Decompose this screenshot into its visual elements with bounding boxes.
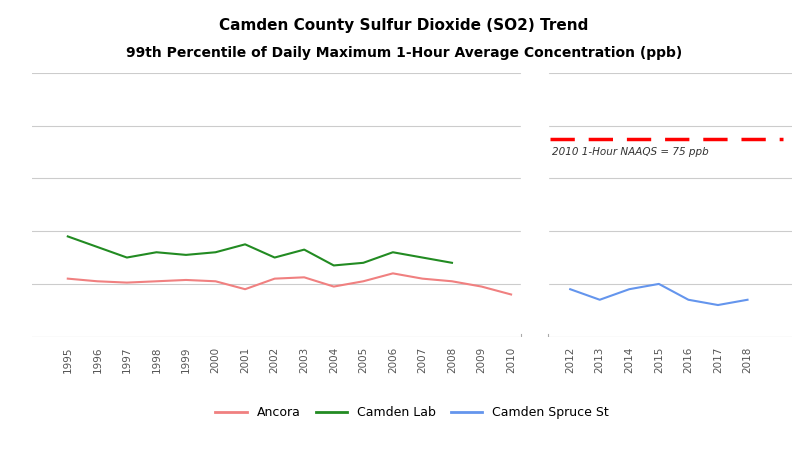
Camden Lab bbox=[359, 260, 368, 266]
Camden Lab bbox=[388, 249, 398, 255]
Camden Spruce St bbox=[566, 287, 575, 292]
Text: 99th Percentile of Daily Maximum 1-Hour Average Concentration (ppb): 99th Percentile of Daily Maximum 1-Hour … bbox=[126, 46, 682, 60]
Camden Lab bbox=[63, 234, 73, 239]
Legend: Ancora, Camden Lab, Camden Spruce St: Ancora, Camden Lab, Camden Spruce St bbox=[210, 401, 614, 424]
Camden Spruce St bbox=[743, 297, 752, 303]
Line: Camden Lab: Camden Lab bbox=[68, 237, 452, 265]
Camden Lab bbox=[122, 255, 132, 260]
Ancora bbox=[418, 276, 427, 281]
Camden Lab bbox=[152, 249, 162, 255]
Ancora bbox=[359, 278, 368, 284]
Camden Lab bbox=[329, 263, 339, 268]
Ancora bbox=[507, 292, 516, 297]
Camden Lab bbox=[447, 260, 457, 266]
Ancora bbox=[270, 276, 280, 281]
Line: Camden Spruce St: Camden Spruce St bbox=[570, 284, 747, 305]
Line: Ancora: Ancora bbox=[68, 273, 511, 294]
Camden Lab bbox=[240, 242, 250, 247]
Camden Lab bbox=[92, 244, 102, 250]
Text: 2010 1-Hour NAAQS = 75 ppb: 2010 1-Hour NAAQS = 75 ppb bbox=[553, 147, 709, 157]
Bar bbox=[521, 73, 548, 337]
Ancora bbox=[63, 276, 73, 281]
Camden Spruce St bbox=[595, 297, 604, 303]
Ancora bbox=[92, 278, 102, 284]
Ancora bbox=[181, 277, 191, 283]
Camden Lab bbox=[299, 247, 309, 253]
Ancora bbox=[152, 278, 162, 284]
Ancora bbox=[299, 274, 309, 280]
Camden Spruce St bbox=[713, 302, 723, 308]
Ancora bbox=[477, 284, 486, 289]
Camden Spruce St bbox=[625, 287, 634, 292]
Camden Lab bbox=[211, 249, 221, 255]
Ancora bbox=[240, 287, 250, 292]
Camden Lab bbox=[270, 255, 280, 260]
Text: Camden County Sulfur Dioxide (SO2) Trend: Camden County Sulfur Dioxide (SO2) Trend bbox=[219, 18, 589, 33]
Ancora bbox=[388, 271, 398, 276]
Camden Lab bbox=[418, 255, 427, 260]
Ancora bbox=[447, 278, 457, 284]
Ancora bbox=[211, 278, 221, 284]
Camden Lab bbox=[181, 252, 191, 258]
Ancora bbox=[329, 284, 339, 289]
Ancora bbox=[122, 280, 132, 285]
Camden Spruce St bbox=[654, 281, 663, 287]
Camden Spruce St bbox=[684, 297, 693, 303]
